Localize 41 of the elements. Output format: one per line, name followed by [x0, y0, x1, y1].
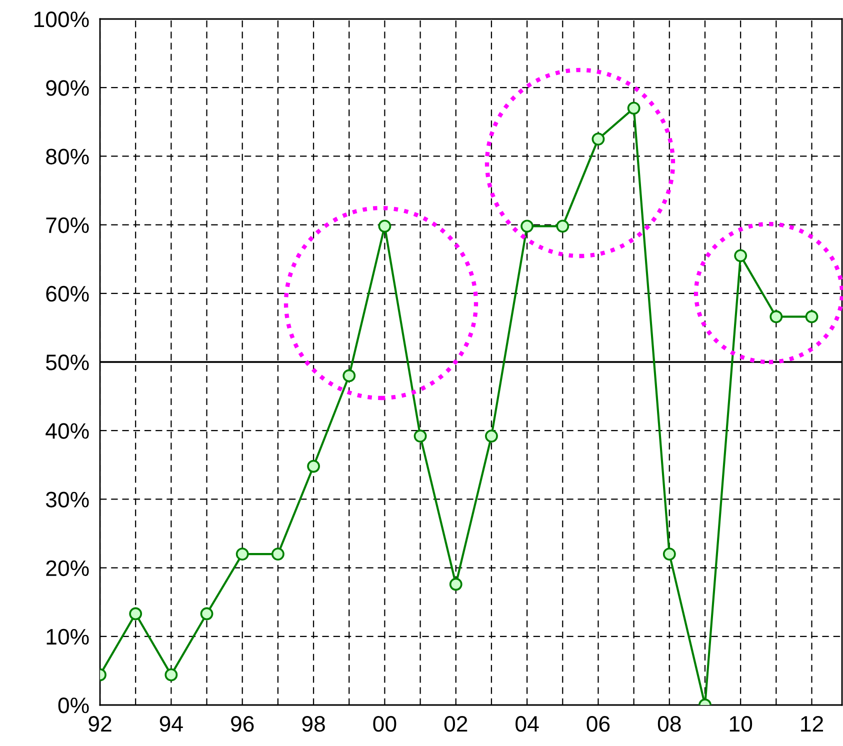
- point: [627, 102, 640, 115]
- x-tick-label: 10: [730, 716, 752, 732]
- y-tick-label: 20%: [46, 560, 89, 576]
- x-tick-label: 94: [160, 716, 183, 732]
- x-tick-label: 98: [302, 716, 325, 732]
- point: [805, 310, 818, 324]
- y-tick-label: 10%: [46, 628, 89, 645]
- x-tick-label: 96: [231, 716, 254, 732]
- y-tick-label: 70%: [46, 217, 89, 234]
- point: [271, 548, 284, 561]
- y-tick-label: 0%: [58, 698, 89, 714]
- x-tick-label: 92: [88, 716, 112, 732]
- point: [556, 220, 570, 233]
- x-tick-label: 12: [801, 716, 823, 732]
- x-tick-label: 08: [658, 716, 681, 732]
- x-tick-label: 06: [586, 716, 610, 732]
- y-tick-label: 90%: [46, 80, 89, 96]
- point: [485, 430, 498, 443]
- x-tick-label: 02: [444, 716, 468, 732]
- point: [734, 249, 748, 262]
- point: [164, 668, 178, 682]
- y-tick-label: 40%: [46, 423, 89, 439]
- point: [307, 460, 320, 473]
- point: [592, 132, 605, 146]
- y-tick-label: 80%: [46, 148, 89, 164]
- y-tick-label: 60%: [46, 286, 89, 302]
- y-tick-label: 30%: [46, 492, 89, 508]
- point: [342, 369, 356, 382]
- point: [449, 578, 462, 591]
- point: [414, 430, 427, 443]
- point: [662, 548, 676, 561]
- point: [770, 310, 783, 324]
- point: [129, 607, 142, 620]
- y-tick-label: 50%: [46, 354, 89, 370]
- x-tick-label: 00: [373, 716, 396, 732]
- point: [200, 607, 214, 620]
- point: [378, 220, 392, 233]
- point: [236, 548, 249, 561]
- y-tick-label: 100%: [34, 12, 89, 28]
- x-tick-label: 04: [516, 716, 539, 732]
- point: [520, 220, 534, 233]
